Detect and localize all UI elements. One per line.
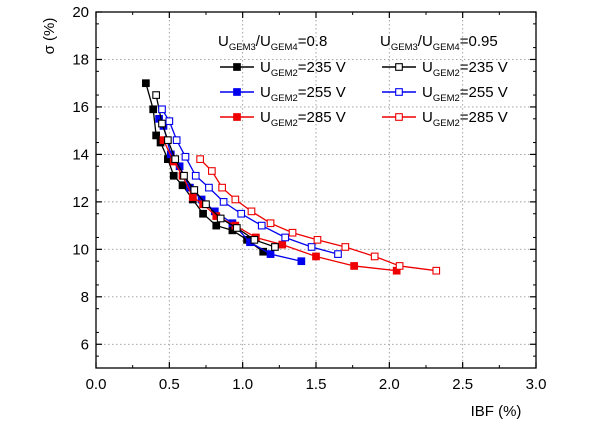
data-point bbox=[172, 136, 181, 145]
data-point bbox=[218, 183, 226, 192]
legend-marker bbox=[233, 88, 241, 96]
data-point bbox=[278, 240, 287, 249]
legend-marker bbox=[395, 113, 403, 121]
y-tick-label: 20 bbox=[72, 4, 89, 21]
data-point bbox=[313, 235, 322, 244]
data-point bbox=[169, 171, 178, 180]
x-tick-label: 3.0 bbox=[526, 376, 547, 393]
data-point bbox=[180, 171, 188, 180]
x-tick-label: 0.5 bbox=[159, 376, 180, 393]
data-point bbox=[202, 200, 210, 209]
data-point bbox=[247, 207, 256, 216]
data-point bbox=[191, 171, 200, 180]
data-point bbox=[266, 250, 275, 258]
legend-item: UGEM2=255 V bbox=[382, 84, 508, 104]
data-point bbox=[281, 233, 290, 242]
data-point bbox=[181, 152, 190, 161]
data-point bbox=[196, 155, 204, 163]
data-point bbox=[231, 195, 240, 204]
y-tick-label: 14 bbox=[72, 146, 89, 163]
data-point bbox=[149, 105, 158, 114]
data-point bbox=[266, 219, 275, 228]
data-point bbox=[152, 91, 160, 99]
data-point bbox=[178, 181, 187, 190]
data-point bbox=[205, 183, 213, 192]
legend-label: UGEM2=285 V bbox=[422, 109, 508, 129]
x-tick-label: 0.0 bbox=[86, 376, 107, 393]
data-point bbox=[341, 243, 350, 251]
legend-marker bbox=[233, 113, 241, 121]
data-point bbox=[271, 243, 279, 251]
data-point bbox=[237, 209, 246, 218]
legend-item: UGEM2=285 V bbox=[220, 109, 346, 129]
data-point bbox=[257, 221, 266, 230]
legend-marker bbox=[395, 63, 403, 71]
y-tick-label: 8 bbox=[81, 289, 89, 306]
series-group bbox=[142, 79, 441, 275]
legend-label: UGEM2=235 V bbox=[260, 59, 346, 79]
x-tick-label: 1.5 bbox=[306, 376, 327, 393]
data-point bbox=[142, 79, 150, 88]
y-tick-label: 6 bbox=[81, 336, 89, 353]
data-point bbox=[216, 214, 225, 223]
legend-item: UGEM2=235 V bbox=[382, 59, 508, 79]
data-point bbox=[334, 250, 342, 258]
data-point bbox=[350, 262, 358, 270]
legend-marker bbox=[395, 88, 403, 96]
y-tick-label: 18 bbox=[72, 51, 89, 68]
y-tick-label: 16 bbox=[72, 99, 89, 116]
data-point bbox=[165, 117, 174, 126]
data-point bbox=[190, 186, 199, 194]
data-point bbox=[212, 221, 221, 230]
data-point bbox=[395, 262, 404, 270]
data-point bbox=[370, 252, 379, 261]
series-5 bbox=[158, 105, 342, 258]
y-tick-label: 12 bbox=[72, 194, 89, 211]
legend-label: UGEM2=255 V bbox=[260, 84, 346, 104]
data-point bbox=[158, 105, 166, 114]
data-point bbox=[297, 257, 306, 266]
data-point bbox=[307, 243, 316, 251]
y-axis-label: σ (%) bbox=[41, 18, 58, 55]
data-point bbox=[158, 119, 166, 128]
data-point bbox=[208, 167, 216, 175]
legend-marker bbox=[233, 63, 241, 71]
data-point bbox=[171, 155, 180, 163]
x-tick-label: 2.5 bbox=[452, 376, 473, 393]
data-point bbox=[219, 198, 228, 206]
data-point bbox=[164, 136, 172, 145]
data-point bbox=[288, 228, 297, 237]
data-point bbox=[250, 235, 259, 244]
x-axis-label: IBF (%) bbox=[471, 403, 522, 420]
data-point bbox=[152, 131, 160, 140]
legend-group-title: UGEM3/UGEM4=0.8 bbox=[218, 33, 327, 53]
x-tick-label: 1.0 bbox=[232, 376, 253, 393]
legend-label: UGEM2=235 V bbox=[422, 59, 508, 79]
legend-group-title: UGEM3/UGEM4=0.95 bbox=[380, 33, 498, 53]
legend: UGEM3/UGEM4=0.8 UGEM3/UGEM4=0.95 UGEM2=235… bbox=[218, 33, 508, 129]
data-point bbox=[432, 266, 441, 275]
legend-label: UGEM2=285 V bbox=[260, 109, 346, 129]
data-point bbox=[312, 252, 320, 261]
legend-item: UGEM2=285 V bbox=[382, 109, 508, 129]
legend-item: UGEM2=235 V bbox=[220, 59, 346, 79]
y-tick-label: 10 bbox=[72, 241, 89, 258]
series-4 bbox=[152, 91, 279, 251]
ticks: 0.0 0.5 1.0 1.5 2.0 2.5 3.0 6 8 10 12 14 16 18 20 bbox=[72, 4, 546, 393]
series-6 bbox=[196, 155, 441, 275]
grid bbox=[96, 12, 536, 368]
legend-label: UGEM2=255 V bbox=[422, 84, 508, 104]
data-point bbox=[199, 209, 207, 218]
data-point bbox=[188, 193, 197, 201]
x-tick-label: 2.0 bbox=[379, 376, 400, 393]
data-point bbox=[232, 224, 241, 232]
legend-item: UGEM2=255 V bbox=[220, 84, 346, 104]
